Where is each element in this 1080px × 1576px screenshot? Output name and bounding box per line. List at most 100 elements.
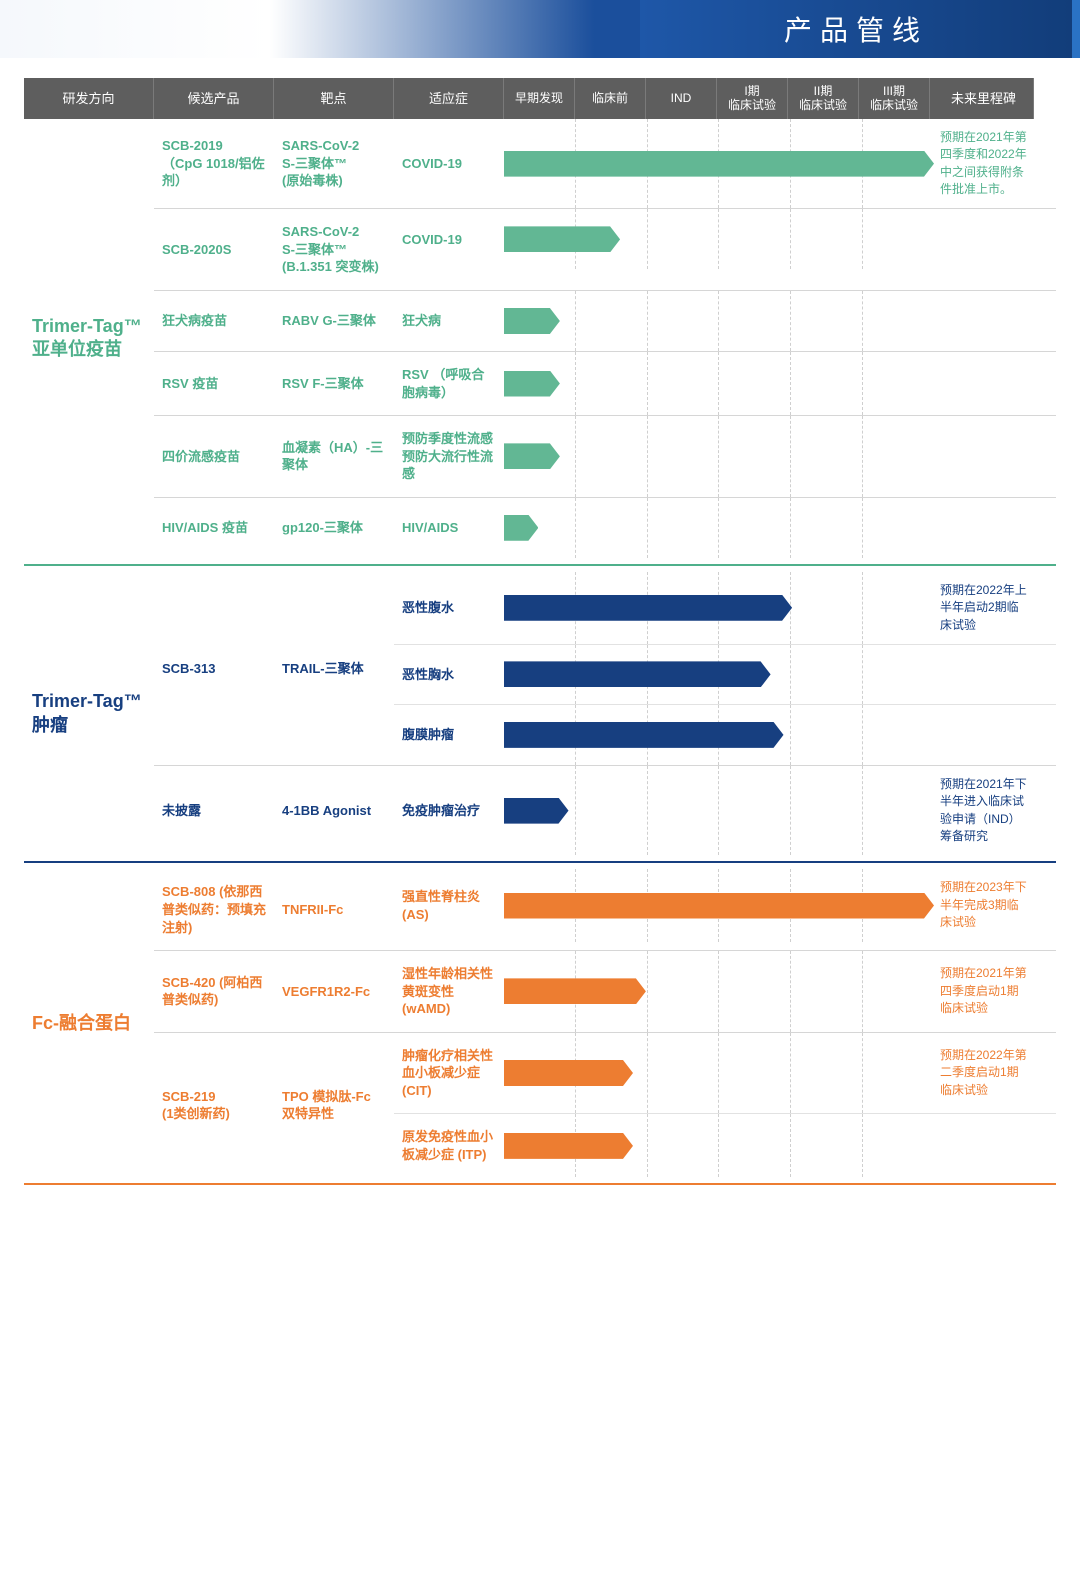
pipeline-row: 狂犬病	[394, 291, 1056, 351]
indication: 强直性脊柱炎 (AS)	[394, 869, 504, 941]
progress-bar	[504, 661, 771, 687]
indication: 恶性腹水	[394, 572, 504, 644]
milestone	[934, 1114, 1034, 1177]
candidate-block: SCB-808 (依那西普类似药：预填充注射)TNFRII-Fc强直性脊柱炎 (…	[154, 869, 1056, 951]
pipeline-row: HIV/AIDS	[394, 498, 1056, 558]
phase-track	[504, 951, 934, 1032]
phase-track	[504, 1114, 934, 1177]
sub-rows: RSV （呼吸合胞病毒）	[394, 352, 1056, 415]
indication: 恶性胸水	[394, 645, 504, 704]
header-target: 靶点	[274, 78, 394, 119]
target-name: RSV F-三聚体	[274, 352, 394, 415]
candidate-name: 四价流感疫苗	[154, 416, 274, 497]
milestone: 预期在2022年上半年启动2期临床试验	[934, 572, 1034, 644]
header-phase-4: II期 临床试验	[788, 78, 859, 119]
milestone: 预期在2021年下半年进入临床试验申请（IND）筹备研究	[934, 766, 1034, 856]
sub-rows: COVID-19 预期在2021年第四季度和2022年中之间获得附条件批准上市。	[394, 119, 1056, 209]
pipeline-row: COVID-19	[394, 209, 1056, 269]
sub-rows: 免疫肿瘤治疗 预期在2021年下半年进入临床试验申请（IND）筹备研究	[394, 766, 1056, 856]
pipeline-row: 免疫肿瘤治疗 预期在2021年下半年进入临床试验申请（IND）筹备研究	[394, 766, 1056, 856]
pipeline-row: 预防季度性流感 预防大流行性流感	[394, 416, 1056, 497]
target-name: RABV G-三聚体	[274, 291, 394, 351]
pipeline-row: 湿性年龄相关性黄斑变性 (wAMD)预期在2021年第四季度启动1期临床试验	[394, 951, 1056, 1032]
pipeline-row: 腹膜肿瘤	[394, 705, 1056, 765]
target-name: TPO 模拟肽-Fc 双特异性	[274, 1033, 394, 1178]
candidate-block: HIV/AIDS 疫苗gp120-三聚体HIV/AIDS	[154, 498, 1056, 558]
table-header-row: 研发方向 候选产品 靶点 适应症 早期发现临床前INDI期 临床试验II期 临床…	[24, 78, 1056, 119]
section-orange: Fc-融合蛋白SCB-808 (依那西普类似药：预填充注射)TNFRII-Fc强…	[24, 869, 1056, 1185]
section-blue: Trimer-Tag™ 肿瘤SCB-313TRAIL-三聚体恶性腹水预期在202…	[24, 572, 1056, 864]
candidate-name: SCB-808 (依那西普类似药：预填充注射)	[154, 869, 274, 950]
indication: 狂犬病	[394, 291, 504, 351]
indication: COVID-19	[394, 119, 504, 209]
progress-bar	[504, 371, 560, 397]
candidate-name: SCB-2019 （CpG 1018/铝佐剂）	[154, 119, 274, 209]
candidate-block: RSV 疫苗RSV F-三聚体RSV （呼吸合胞病毒）	[154, 352, 1056, 416]
phase-track	[504, 291, 934, 351]
candidate-name: SCB-420 (阿柏西普类似药)	[154, 951, 274, 1032]
target-name: TRAIL-三聚体	[274, 572, 394, 765]
direction-label: Trimer-Tag™ 亚单位疫苗	[24, 119, 154, 558]
milestone: 预期在2021年第四季度启动1期临床试验	[934, 951, 1034, 1032]
candidate-block: 狂犬病疫苗RABV G-三聚体狂犬病	[154, 291, 1056, 352]
progress-bar	[504, 722, 784, 748]
target-name: SARS-CoV-2 S-三聚体™ (原始毒株)	[274, 119, 394, 209]
progress-bar	[504, 595, 792, 621]
candidate-block: 未披露4-1BB Agonist免疫肿瘤治疗预期在2021年下半年进入临床试验申…	[154, 766, 1056, 856]
sub-rows: HIV/AIDS	[394, 498, 1056, 558]
target-name: VEGFR1R2-Fc	[274, 951, 394, 1032]
sub-rows: 预防季度性流感 预防大流行性流感	[394, 416, 1056, 497]
sub-rows: 狂犬病	[394, 291, 1056, 351]
progress-bar	[504, 151, 934, 177]
milestone	[934, 209, 1034, 269]
header-phase-1: 临床前	[575, 78, 646, 119]
candidate-name: SCB-219 (1类创新药)	[154, 1033, 274, 1178]
target-name: gp120-三聚体	[274, 498, 394, 558]
indication: 原发免疫性血小板减少症 (ITP)	[394, 1114, 504, 1177]
pipeline-row: 强直性脊柱炎 (AS)预期在2023年下半年完成3期临床试验	[394, 869, 1056, 941]
phase-track	[504, 416, 934, 497]
pipeline-table: 研发方向 候选产品 靶点 适应症 早期发现临床前INDI期 临床试验II期 临床…	[0, 78, 1080, 1221]
pipeline-row: 原发免疫性血小板减少症 (ITP)	[394, 1114, 1056, 1177]
header-phase-3: I期 临床试验	[717, 78, 788, 119]
section-green: Trimer-Tag™ 亚单位疫苗SCB-2019 （CpG 1018/铝佐剂）…	[24, 119, 1056, 566]
candidate-name: RSV 疫苗	[154, 352, 274, 415]
sub-rows: 恶性腹水 预期在2022年上半年启动2期临床试验恶性胸水腹膜肿瘤	[394, 572, 1056, 765]
direction-label: Trimer-Tag™ 肿瘤	[24, 572, 154, 856]
candidate-block: 四价流感疫苗血凝素（HA）-三聚体预防季度性流感 预防大流行性流感	[154, 416, 1056, 498]
phase-track	[504, 572, 934, 644]
pipeline-row: 恶性腹水 预期在2022年上半年启动2期临床试验	[394, 572, 1056, 645]
indication: RSV （呼吸合胞病毒）	[394, 352, 504, 415]
pipeline-row: 恶性胸水	[394, 645, 1056, 705]
progress-bar	[504, 308, 560, 334]
candidate-name: HIV/AIDS 疫苗	[154, 498, 274, 558]
progress-bar	[504, 893, 934, 919]
progress-bar	[504, 1060, 633, 1086]
header-direction: 研发方向	[24, 78, 154, 119]
page-header: 产品管线	[0, 0, 1080, 58]
progress-bar	[504, 226, 620, 252]
candidate-name: SCB-2020S	[154, 209, 274, 290]
phase-track	[504, 705, 934, 765]
candidate-block: SCB-2020SSARS-CoV-2 S-三聚体™ (B.1.351 突变株)…	[154, 209, 1056, 291]
phase-track	[504, 209, 934, 269]
section-body: SCB-313TRAIL-三聚体恶性腹水预期在2022年上半年启动2期临床试验恶…	[154, 572, 1056, 856]
indication: 腹膜肿瘤	[394, 705, 504, 765]
indication: 预防季度性流感 预防大流行性流感	[394, 416, 504, 497]
indication: 免疫肿瘤治疗	[394, 766, 504, 856]
target-name: TNFRII-Fc	[274, 869, 394, 950]
phase-track	[504, 766, 934, 856]
pipeline-row: RSV （呼吸合胞病毒）	[394, 352, 1056, 415]
milestone: 预期在2021年第四季度和2022年中之间获得附条件批准上市。	[934, 119, 1034, 209]
progress-bar	[504, 798, 569, 824]
candidate-block: SCB-313TRAIL-三聚体恶性腹水预期在2022年上半年启动2期临床试验恶…	[154, 572, 1056, 766]
section-body: SCB-2019 （CpG 1018/铝佐剂）SARS-CoV-2 S-三聚体™…	[154, 119, 1056, 558]
candidate-name: 未披露	[154, 766, 274, 856]
sub-rows: 强直性脊柱炎 (AS)预期在2023年下半年完成3期临床试验	[394, 869, 1056, 950]
pipeline-row: 肿瘤化疗相关性血小板减少症 (CIT)预期在2022年第二季度启动1期临床试验	[394, 1033, 1056, 1115]
indication: 肿瘤化疗相关性血小板减少症 (CIT)	[394, 1033, 504, 1114]
page-title: 产品管线	[784, 9, 928, 49]
milestone	[934, 498, 1034, 558]
header-phases-group: 早期发现临床前INDI期 临床试验II期 临床试验III期 临床试验	[504, 78, 934, 119]
milestone	[934, 645, 1034, 704]
